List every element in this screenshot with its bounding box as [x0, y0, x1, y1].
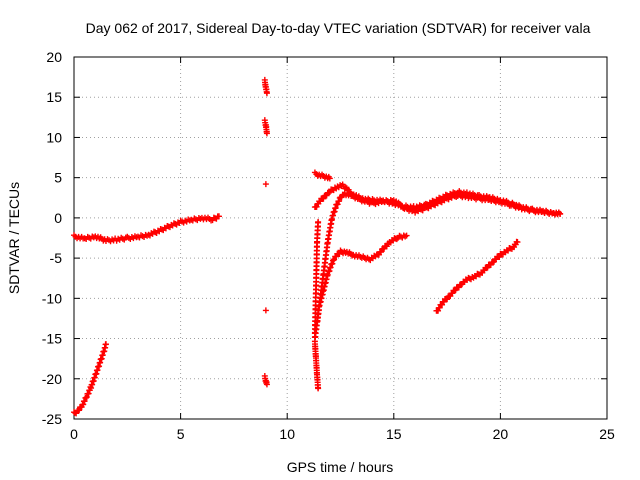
data-marks: [71, 76, 564, 417]
series-arc-13: [311, 218, 322, 337]
series-arc-3: [261, 76, 270, 97]
y-tick-label: 0: [54, 210, 62, 226]
y-tick-label: -5: [50, 250, 63, 266]
series-arc-6: [262, 307, 269, 314]
y-tick-label: 20: [46, 49, 62, 65]
series-arc-2: [71, 341, 109, 417]
x-tick-label: 10: [279, 426, 295, 442]
y-tick-label: -15: [42, 331, 62, 347]
series-arc-1: [71, 213, 222, 245]
series-arc-12: [314, 232, 410, 325]
axis-ticks: 0 5 10 15 20 25 -25 -20 -15 -10 -5 0 5 10 15 20: [42, 49, 615, 442]
x-tick-label: 15: [386, 426, 402, 442]
series-arc-4: [261, 117, 270, 137]
series-arc-9: [311, 190, 564, 341]
series-arc-11: [311, 169, 333, 182]
series-arc-7: [261, 372, 270, 388]
series-arc-14: [433, 238, 521, 314]
y-axis-label: SDTVAR / TECUs: [6, 182, 22, 294]
y-tick-label: -20: [42, 371, 62, 387]
x-tick-label: 20: [493, 426, 509, 442]
y-tick-label: 5: [54, 170, 62, 186]
chart-title: Day 062 of 2017, Sidereal Day-to-day VTE…: [86, 20, 591, 36]
grid-lines: [74, 57, 607, 419]
series-arc-5: [262, 181, 269, 188]
y-tick-label: -10: [42, 290, 62, 306]
x-axis-label: GPS time / hours: [287, 459, 394, 475]
y-tick-label: -25: [42, 411, 62, 427]
series-arc-8: [311, 338, 322, 392]
y-tick-label: 15: [46, 89, 62, 105]
y-tick-label: 10: [46, 129, 62, 145]
plot-frame: [73, 56, 608, 420]
x-tick-label: 5: [177, 426, 185, 442]
x-tick-label: 0: [70, 426, 78, 442]
x-tick-label: 25: [599, 426, 615, 442]
series-arc-10: [311, 181, 564, 218]
